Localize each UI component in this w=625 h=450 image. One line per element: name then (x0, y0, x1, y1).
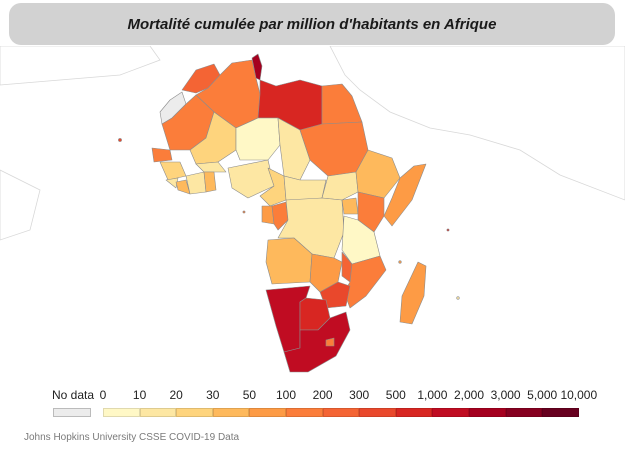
country-cape-verde[interactable] (118, 138, 122, 142)
country-lesotho[interactable] (325, 337, 335, 347)
country-kenya[interactable] (357, 191, 385, 233)
country-niger[interactable] (235, 117, 281, 161)
countries (118, 53, 460, 373)
africa-map (0, 46, 625, 373)
legend-tick-label: 10,000 (560, 388, 598, 402)
legend-tick-label: 5,000 (527, 388, 558, 402)
country-sudan[interactable] (299, 121, 369, 177)
legend-swatch (359, 408, 396, 417)
country-egypt[interactable] (321, 83, 363, 125)
country-mauritius[interactable] (456, 296, 460, 300)
country-south-sudan[interactable] (321, 171, 359, 201)
legend-tick-label: 10 (132, 388, 147, 402)
legend-tick-label: 200 (312, 388, 333, 402)
country-burkina-faso[interactable] (195, 161, 227, 173)
legend-swatch (505, 408, 543, 417)
map-title: Mortalité cumulée par million d'habitant… (127, 15, 497, 33)
country-congo[interactable] (271, 201, 289, 231)
legend-tick-label: 2,000 (453, 388, 485, 402)
country-seychelles[interactable] (446, 228, 450, 232)
legend-tick-label: 20 (169, 388, 183, 402)
legend-tick-label: 300 (349, 388, 370, 402)
country-south-africa[interactable] (283, 311, 351, 373)
country-ghana[interactable] (203, 171, 217, 193)
legend-tick-label: 500 (385, 388, 406, 402)
country-comoros[interactable] (398, 260, 402, 264)
country-tunisia[interactable] (251, 53, 263, 81)
country-guinea[interactable] (159, 161, 187, 181)
country-nigeria[interactable] (227, 159, 275, 199)
legend-swatch (542, 408, 579, 417)
country-sao-tome[interactable] (242, 210, 246, 214)
country-somalia[interactable] (383, 163, 427, 227)
source-note: Johns Hopkins University CSSE COVID-19 D… (24, 432, 240, 443)
legend-swatch (322, 408, 360, 417)
legend-swatch (212, 408, 250, 417)
country-cote-ivoire[interactable] (185, 171, 207, 195)
legend: No data 0 10 20 30 50 100 200 300 500 1,000 2,000 3… (0, 380, 625, 420)
legend-swatch (432, 408, 469, 417)
legend-tick-label: 3,000 (490, 388, 521, 402)
country-senegal[interactable] (151, 147, 173, 163)
legend-tick-label: 0 (99, 388, 107, 402)
legend-no-data-label: No data (52, 388, 95, 402)
legend-swatch (469, 408, 506, 417)
legend-tick-label: 100 (275, 388, 297, 402)
legend-swatch (249, 408, 286, 417)
legend-tick-label: 1,000 (417, 388, 448, 402)
background-land (0, 46, 625, 241)
country-mozambique[interactable] (343, 255, 387, 309)
legend-swatch (395, 408, 433, 417)
legend-tick-label: 50 (242, 388, 257, 402)
title-bar: Mortalité cumulée par million d'habitant… (9, 3, 615, 45)
legend-swatch (139, 408, 177, 417)
legend-no-data-swatch (53, 408, 91, 417)
legend-swatch (103, 408, 140, 417)
country-uganda[interactable] (341, 197, 359, 215)
country-madagascar[interactable] (399, 261, 427, 325)
country-mali[interactable] (189, 111, 237, 165)
legend-tick-label: 30 (206, 388, 220, 402)
legend-swatch (176, 408, 213, 417)
legend-swatch (286, 408, 323, 417)
